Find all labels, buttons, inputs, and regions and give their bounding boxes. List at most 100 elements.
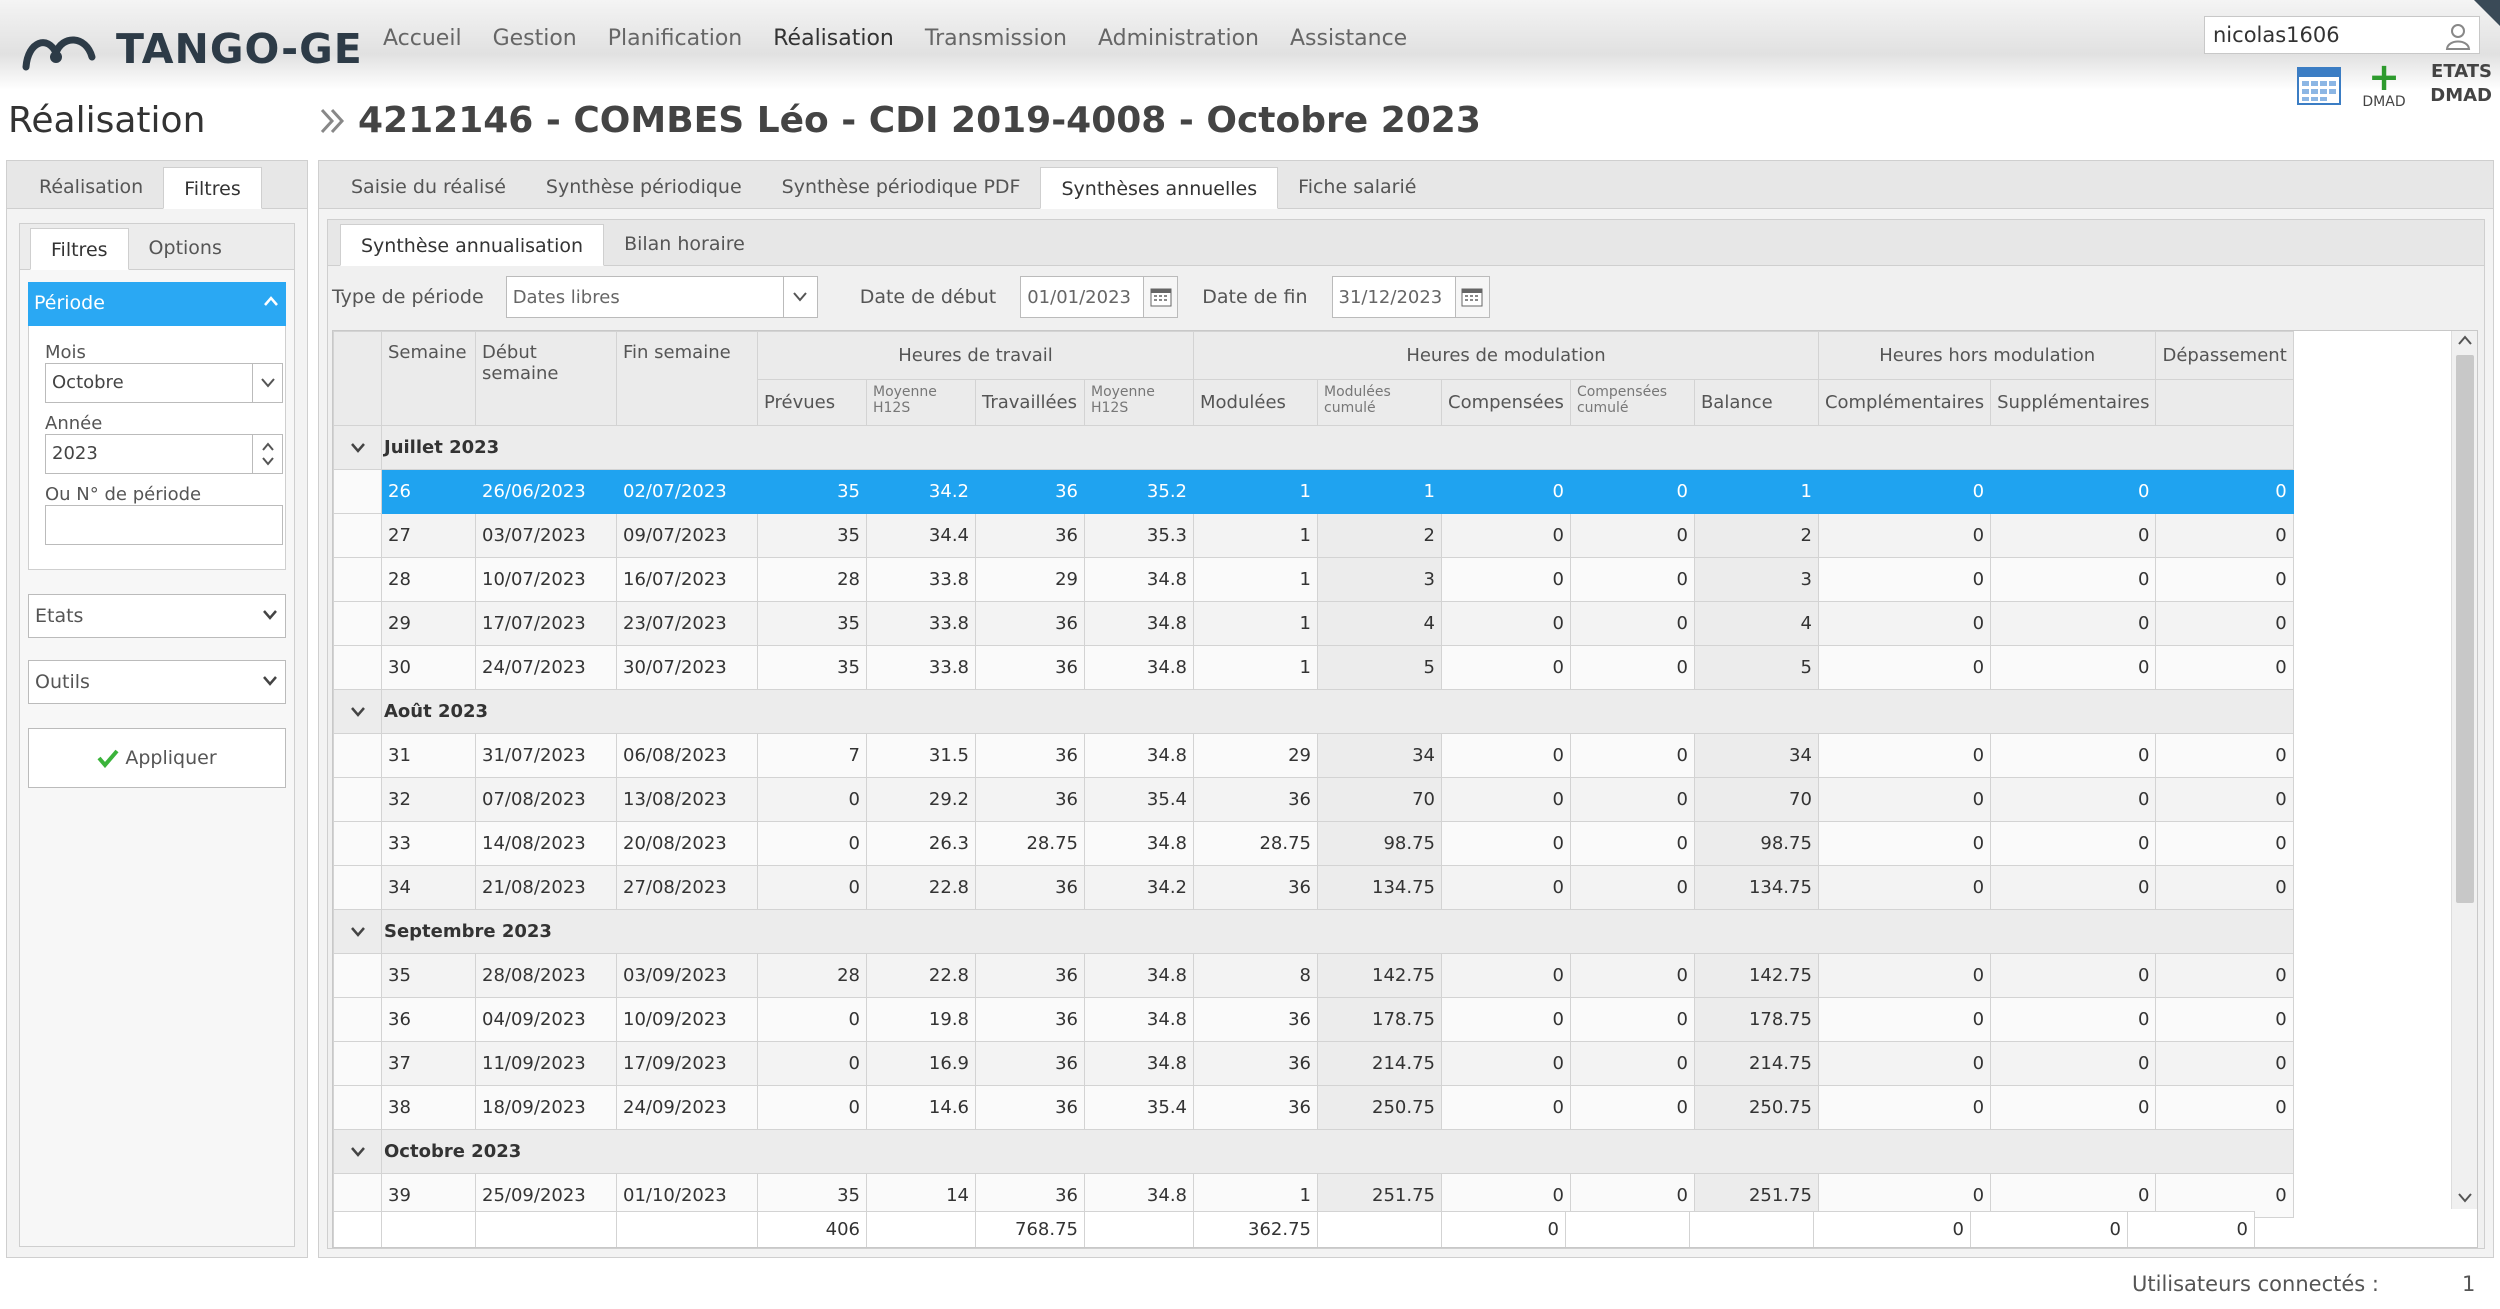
table-row[interactable]: 31 31/07/2023 06/08/2023 7 31.5 36 34.8 29 34 0 0 3…	[333, 733, 2294, 778]
stepper-arrows-icon[interactable]	[252, 435, 282, 473]
tab-realisation[interactable]: Réalisation	[39, 176, 144, 198]
collapse-chevron-icon[interactable]	[333, 1129, 382, 1174]
nav-item-accueil[interactable]: Accueil	[383, 26, 462, 51]
etats-dropdown[interactable]: Etats	[28, 594, 286, 638]
cell-complementaires: 0	[1817, 821, 1992, 866]
corner-arrow-icon[interactable]	[2474, 0, 2500, 26]
add-dmad-button[interactable]: + DMAD	[2358, 58, 2410, 110]
row-selector[interactable]	[333, 1041, 382, 1086]
outils-dropdown[interactable]: Outils	[28, 660, 286, 704]
row-selector[interactable]	[333, 1085, 382, 1130]
tab-synthese-periodique-pdf[interactable]: Synthèse périodique PDF	[781, 176, 1021, 198]
user-field[interactable]: nicolas1606	[2204, 16, 2480, 54]
row-selector[interactable]	[333, 953, 382, 998]
header-depassement[interactable]: Dépassement	[2155, 331, 2294, 380]
tab-syntheses-annuelles[interactable]: Synthèses annuelles	[1040, 167, 1279, 209]
cell-fin: 24/09/2023	[616, 1085, 758, 1130]
row-selector[interactable]	[333, 821, 382, 866]
row-selector[interactable]	[333, 997, 382, 1042]
table-row[interactable]: 39 25/09/2023 01/10/2023 35 14 36 34.8 1 251.75 0…	[333, 1173, 2294, 1218]
header-supplementaires[interactable]: Supplémentaires	[1990, 379, 2157, 426]
apply-button[interactable]: Appliquer	[28, 728, 286, 788]
annee-stepper[interactable]: 2023	[45, 434, 283, 474]
tab-inner-options[interactable]: Options	[148, 237, 222, 259]
group-row[interactable]: Octobre 2023	[333, 1129, 2294, 1174]
row-selector[interactable]	[333, 513, 382, 558]
nav-item-assistance[interactable]: Assistance	[1289, 26, 1408, 51]
heading-text: 4212146 - COMBES Léo - CDI 2019-4008 - O…	[358, 100, 1481, 141]
chevron-down-icon[interactable]	[252, 364, 282, 402]
table-row[interactable]: 28 10/07/2023 16/07/2023 28 33.8 29 34.8 1 3 0 0 3 0…	[333, 557, 2294, 602]
annualisation-grid: Semaine Début semaine Fin semaine Heures…	[332, 330, 2478, 1248]
chevron-down-icon[interactable]	[782, 277, 817, 317]
calendar-tool-icon[interactable]	[2296, 64, 2342, 106]
header-debut[interactable]: Début semaine	[475, 331, 617, 426]
tab-filtres[interactable]: Filtres	[163, 167, 262, 209]
date-fin-input[interactable]: 31/12/2023	[1331, 276, 1490, 318]
table-row[interactable]: 36 04/09/2023 10/09/2023 0 19.8 36 34.8 36 178.7…	[333, 997, 2294, 1042]
type-periode-select[interactable]: Dates libres	[505, 276, 818, 318]
grid-scrollbar[interactable]	[2451, 331, 2477, 1209]
row-selector[interactable]	[333, 777, 382, 822]
table-row[interactable]: 34 21/08/2023 27/08/2023 0 22.8 36 34.2 36 134.7…	[333, 865, 2294, 910]
row-selector[interactable]	[333, 601, 382, 646]
calendar-icon[interactable]	[1143, 277, 1178, 317]
tab-bilan-horaire[interactable]: Bilan horaire	[624, 233, 745, 255]
periode-section-header[interactable]: Période	[28, 282, 286, 326]
scroll-down-icon[interactable]	[2458, 1193, 2472, 1203]
table-row[interactable]: 32 07/08/2023 13/08/2023 0 29.2 36 35.4 36 70 0 0 7…	[333, 777, 2294, 822]
table-row[interactable]: 29 17/07/2023 23/07/2023 35 33.8 36 34.8 1 4 0 0 4 0…	[333, 601, 2294, 646]
periode-number-input[interactable]	[45, 505, 283, 545]
nav-item-planification[interactable]: Planification	[607, 26, 743, 51]
row-selector[interactable]	[333, 865, 382, 910]
header-complementaires[interactable]: Complémentaires	[1817, 379, 1992, 426]
group-row[interactable]: Septembre 2023	[333, 909, 2294, 954]
table-row[interactable]: 26 26/06/2023 02/07/2023 35 34.2 36 35.2 1 1 0 0 1 0…	[333, 469, 2294, 514]
header-travaillees[interactable]: Travaillées	[975, 379, 1085, 426]
tab-synthese-annualisation[interactable]: Synthèse annualisation	[340, 224, 605, 266]
row-selector[interactable]	[333, 733, 382, 778]
date-debut-input[interactable]: 01/01/2023	[1020, 276, 1179, 318]
table-row[interactable]: 37 11/09/2023 17/09/2023 0 16.9 36 34.8 36 214.7…	[333, 1041, 2294, 1086]
group-row[interactable]: Août 2023	[333, 689, 2294, 734]
table-row[interactable]: 27 03/07/2023 09/07/2023 35 34.4 36 35.3 1 2 0 0 2 0…	[333, 513, 2294, 558]
header-moyenne-2[interactable]: Moyenne H12S	[1084, 379, 1194, 426]
cell-supplementaires: 0	[1990, 865, 2157, 910]
table-row[interactable]: 30 24/07/2023 30/07/2023 35 33.8 36 34.8 1 5 0 0 5 0…	[333, 645, 2294, 690]
cell-supplementaires: 0	[1990, 997, 2157, 1042]
header-semaine[interactable]: Semaine	[381, 331, 476, 426]
row-selector[interactable]	[333, 469, 382, 514]
nav-item-réalisation[interactable]: Réalisation	[773, 26, 894, 51]
collapse-chevron-icon[interactable]	[333, 909, 382, 954]
header-compensees-cumule[interactable]: Compensées cumulé	[1569, 379, 1695, 426]
table-row[interactable]: 38 18/09/2023 24/09/2023 0 14.6 36 35.4 36 250.7…	[333, 1085, 2294, 1130]
tab-inner-filtres[interactable]: Filtres	[30, 228, 129, 270]
group-row[interactable]: Juillet 2023	[333, 425, 2294, 470]
header-moyenne-1[interactable]: Moyenne H12S	[866, 379, 976, 426]
header-balance[interactable]: Balance	[1693, 379, 1819, 426]
tab-synthese-periodique[interactable]: Synthèse périodique	[545, 176, 742, 198]
scroll-up-icon[interactable]	[2458, 335, 2472, 345]
table-row[interactable]: 35 28/08/2023 03/09/2023 28 22.8 36 34.8 8 142.7…	[333, 953, 2294, 998]
header-modulees-cumule[interactable]: Modulées cumulé	[1317, 379, 1442, 426]
app-logo[interactable]: TANGO-GE	[22, 24, 363, 74]
nav-item-gestion[interactable]: Gestion	[492, 26, 577, 51]
tab-fiche-salarie[interactable]: Fiche salarié	[1298, 176, 1417, 198]
header-modulees[interactable]: Modulées	[1193, 379, 1318, 426]
row-selector[interactable]	[333, 645, 382, 690]
collapse-chevron-icon[interactable]	[333, 689, 382, 734]
table-row[interactable]: 33 14/08/2023 20/08/2023 0 26.3 28.75 34.8 28.7…	[333, 821, 2294, 866]
header-compensees[interactable]: Compensées	[1441, 379, 1571, 426]
mois-select[interactable]: Octobre	[45, 363, 283, 403]
row-selector[interactable]	[333, 557, 382, 602]
collapse-chevron-icon[interactable]	[333, 425, 382, 470]
header-prevues[interactable]: Prévues	[757, 379, 867, 426]
calendar-icon[interactable]	[1454, 277, 1489, 317]
etats-dmad-button[interactable]: ETATS DMAD	[2418, 60, 2492, 108]
nav-item-transmission[interactable]: Transmission	[924, 26, 1067, 51]
scroll-thumb[interactable]	[2456, 355, 2474, 903]
outils-dropdown-label: Outils	[35, 671, 90, 693]
tab-saisie[interactable]: Saisie du réalisé	[351, 176, 506, 198]
nav-item-administration[interactable]: Administration	[1098, 26, 1259, 51]
header-fin[interactable]: Fin semaine	[616, 331, 758, 426]
